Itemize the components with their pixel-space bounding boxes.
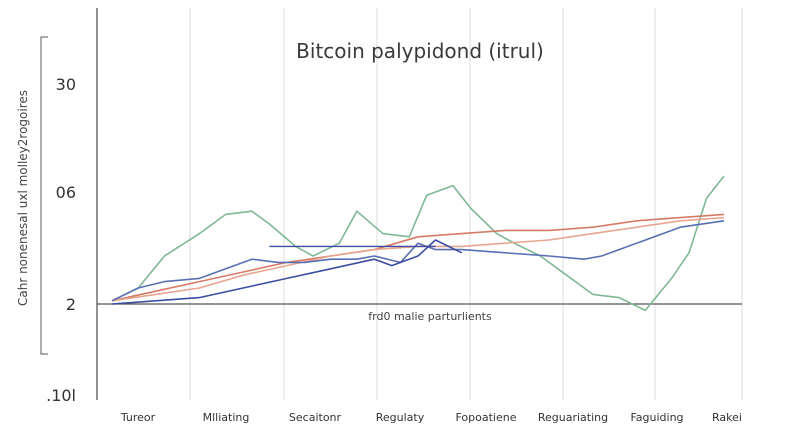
x-tick-label: Secaitonr [289, 411, 342, 424]
grid [189, 8, 743, 400]
chart-title: Bitcoin palypidond (itrul) [296, 39, 544, 63]
chart-annotation: frd0 malie parturlients [368, 310, 492, 323]
x-tick-label: Fopoatiene [456, 411, 517, 424]
series-line [111, 220, 725, 302]
y-label-bracket [40, 36, 48, 355]
x-tick-label: Reguariating [538, 411, 608, 424]
x-tick-label: Rakei [712, 411, 742, 424]
y-tick-labels: 30 06 2 .10l [46, 75, 76, 405]
x-tick-label: Regulaty [376, 411, 425, 424]
x-tick-label: Tureor [120, 411, 156, 424]
series-line [111, 213, 725, 302]
y-tick-label: 2 [66, 295, 76, 314]
series-line [111, 239, 463, 305]
y-tick-label: 30 [56, 75, 76, 94]
y-tick-label: 06 [56, 183, 76, 202]
series-lines [111, 175, 725, 312]
x-tick-labels: Tureor Mlliating Secaitonr Regulaty Fopoatie… [120, 411, 742, 424]
x-tick-label: Faguiding [630, 411, 683, 424]
series-line [111, 175, 725, 312]
y-tick-label: .10l [46, 386, 76, 405]
y-axis-label: Cahr nonenesal uxl molley2rogoires [16, 90, 30, 306]
x-tick-label: Mlliating [203, 411, 250, 424]
